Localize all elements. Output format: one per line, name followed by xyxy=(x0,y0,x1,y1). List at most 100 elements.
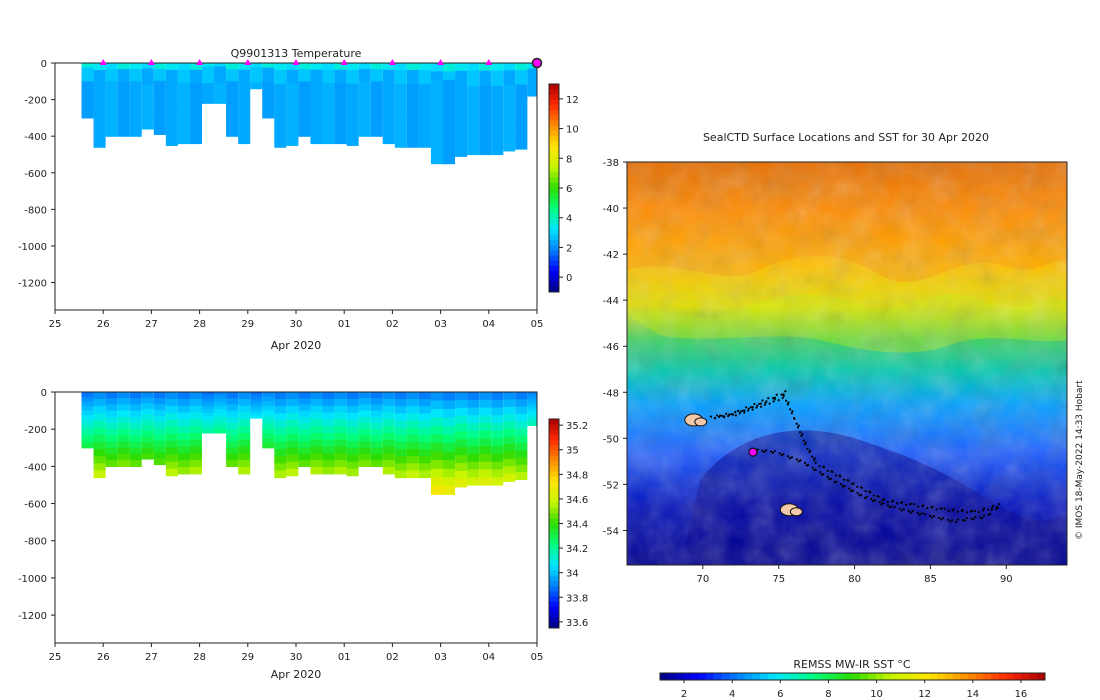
track-point xyxy=(891,499,895,503)
x-tick-label: 26 xyxy=(97,319,110,330)
colorbar-tick-label: 34.2 xyxy=(566,544,588,555)
track-point xyxy=(898,507,901,510)
x-tick-label: 30 xyxy=(290,652,303,663)
temperature-title: Q9901313 Temperature xyxy=(231,47,362,60)
map-x-tick-label: 85 xyxy=(924,574,937,585)
track-point xyxy=(785,399,788,402)
track-point xyxy=(784,390,787,393)
profile-column xyxy=(358,392,371,467)
track-point xyxy=(747,407,750,410)
profile-column xyxy=(418,63,431,148)
track-point xyxy=(743,411,746,414)
track-point xyxy=(972,518,975,521)
x-tick-label: 03 xyxy=(434,319,447,330)
track-point xyxy=(970,509,974,512)
track-point xyxy=(725,412,728,415)
track-point xyxy=(888,506,891,509)
profile-column xyxy=(515,63,528,150)
sst-colorbar-tick-label: 12 xyxy=(918,689,931,700)
track-point xyxy=(992,504,995,507)
track-point xyxy=(856,491,859,495)
sst-colorbar-tick-label: 4 xyxy=(729,689,735,700)
profile-marker xyxy=(437,59,445,65)
track-point xyxy=(952,508,955,511)
map-y-tick-label: -44 xyxy=(603,296,619,307)
track-point xyxy=(880,503,883,506)
track-point xyxy=(940,507,943,510)
profile-column xyxy=(117,392,130,467)
track-point xyxy=(928,514,932,517)
profile-marker xyxy=(340,59,348,65)
sst-map-panel: SealCTD Surface Locations and SST for 30… xyxy=(603,131,1085,700)
track-point xyxy=(860,486,863,489)
temperature-xlabel: Apr 2020 xyxy=(271,339,322,352)
track-point xyxy=(773,398,776,401)
profile-marker xyxy=(147,59,155,65)
temperature-profiles xyxy=(81,63,537,165)
profile-column xyxy=(177,63,190,145)
x-tick-label: 04 xyxy=(482,652,495,663)
latest-position-marker xyxy=(748,447,758,457)
x-tick-label: 03 xyxy=(434,652,447,663)
colorbar-tick-label: 34.6 xyxy=(566,495,588,506)
track-point xyxy=(713,417,717,420)
track-point xyxy=(788,457,792,460)
track-point xyxy=(965,511,968,514)
track-point xyxy=(772,400,775,403)
colorbar-tick-label: 35 xyxy=(566,446,579,457)
y-tick-label: -400 xyxy=(24,132,47,143)
profile-column xyxy=(189,63,203,145)
track-point xyxy=(947,509,950,513)
track-point xyxy=(935,508,938,511)
track-point xyxy=(981,516,984,520)
track-point xyxy=(886,504,890,507)
profile-column xyxy=(358,63,371,137)
track-point xyxy=(818,465,821,468)
track-point xyxy=(755,406,758,409)
map-title: SealCTD Surface Locations and SST for 30… xyxy=(703,131,989,144)
y-tick-label: -1200 xyxy=(18,279,47,290)
profile-marker xyxy=(99,59,107,65)
profile-column xyxy=(105,63,118,137)
profile-column xyxy=(588,392,600,474)
track-point xyxy=(763,450,766,454)
profile-column xyxy=(382,392,395,475)
track-point xyxy=(751,406,754,409)
track-point xyxy=(932,515,936,518)
track-point xyxy=(882,498,886,501)
profile-column xyxy=(503,392,516,482)
profile-column xyxy=(310,392,323,475)
sst-colorbar-frame xyxy=(659,672,1046,681)
map-y-tick-label: -38 xyxy=(603,158,619,169)
profile-column xyxy=(576,392,588,474)
track-point xyxy=(951,519,954,522)
track-point xyxy=(905,503,908,506)
salinity-xlabel: Apr 2020 xyxy=(271,668,322,681)
profile-column xyxy=(479,63,492,156)
map-x-tick-label: 90 xyxy=(1000,574,1013,585)
track-point xyxy=(963,519,966,522)
profile-column xyxy=(250,63,263,90)
track-point xyxy=(756,448,759,451)
track-point xyxy=(768,402,771,405)
track-point xyxy=(751,408,754,411)
track-point xyxy=(886,500,890,504)
track-point xyxy=(814,461,817,464)
colorbar-tick-label: 6 xyxy=(566,184,572,195)
x-tick-label: 25 xyxy=(49,652,62,663)
track-point xyxy=(797,460,800,463)
profile-column xyxy=(141,63,154,130)
track-point xyxy=(981,509,985,512)
track-point xyxy=(982,514,986,517)
island xyxy=(684,413,708,427)
latest-profile-marker xyxy=(531,57,543,69)
track-point xyxy=(775,393,778,396)
track-point xyxy=(793,417,796,421)
track-point xyxy=(805,464,808,467)
profile-column xyxy=(165,392,178,477)
colorbar-tick-label: 35.2 xyxy=(566,421,588,432)
profile-column xyxy=(286,63,299,146)
profile-column xyxy=(430,392,444,495)
track-point xyxy=(916,511,919,515)
